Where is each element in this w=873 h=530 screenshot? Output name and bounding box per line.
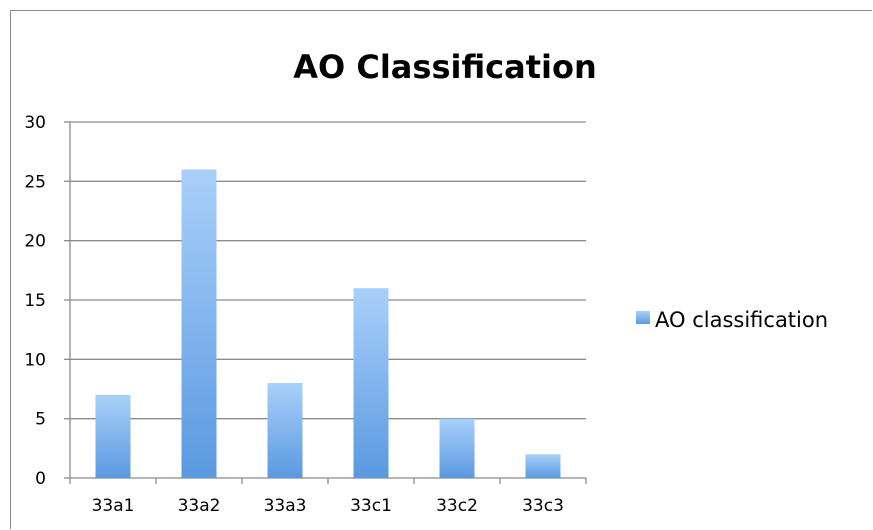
y-tick-label: 15 [24,291,46,311]
y-tick-label: 20 [24,232,46,252]
bar-33a1 [95,394,131,478]
x-tick-labels: 33a1 33a2 33a3 33c1 33c2 33c3 [92,496,564,516]
chart-title: AO Classification [293,48,597,86]
y-tick-label: 25 [24,172,46,192]
y-tick-label: 0 [35,469,46,489]
legend-label: AO classification [655,308,828,332]
legend-swatch [636,311,650,324]
y-tick-label: 10 [24,350,46,370]
x-tick-label: 33a3 [264,496,307,516]
x-tick-label: 33a2 [178,496,221,516]
x-tick-label: 33c1 [350,496,392,516]
gridlines [70,121,586,420]
bar-33c1 [353,288,389,478]
x-tick-label: 33a1 [92,496,135,516]
y-tick-labels: 0 5 10 15 20 25 30 [24,113,46,489]
y-tick-label: 5 [35,410,46,430]
bar-33c3 [525,454,561,478]
y-tick-label: 30 [24,113,46,133]
x-tick-label: 33c3 [522,496,564,516]
x-tick-label: 33c2 [436,496,478,516]
bar-33a3 [267,383,303,478]
bars [95,169,561,478]
legend: AO classification [636,308,828,332]
axes [64,121,587,484]
bar-33a2 [181,169,217,478]
bar-33c2 [439,418,475,478]
